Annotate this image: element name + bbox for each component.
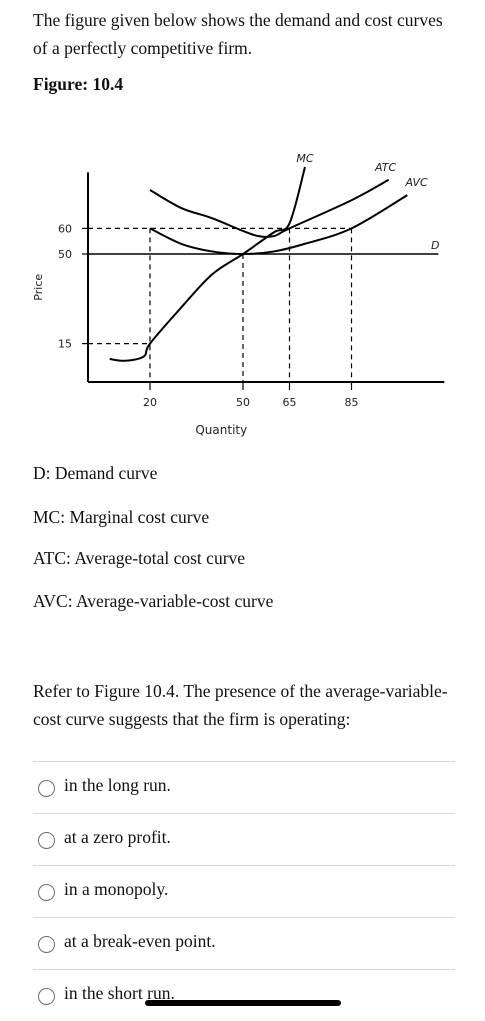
- y-tick-label: 60: [58, 222, 72, 235]
- home-indicator: [145, 1000, 341, 1006]
- x-tick-label: 20: [143, 396, 157, 409]
- option-label: in the short run.: [64, 983, 175, 1003]
- series-label-avc: AVC: [405, 176, 429, 189]
- radio-circle-icon[interactable]: [38, 884, 55, 901]
- option-label: at a break-even point.: [64, 931, 216, 951]
- curve-avc: [149, 194, 408, 256]
- chart-axes: 15 50 60 20 50 65 85: [58, 172, 445, 409]
- x-axis-title: Quantity: [195, 423, 247, 437]
- y-axis-title: Price: [32, 274, 45, 301]
- series-label-atc: ATC: [374, 161, 396, 174]
- reference-lines: [88, 227, 353, 382]
- option-label: in a monopoly.: [64, 879, 169, 899]
- curve-atc: [149, 178, 390, 238]
- radio-circle-icon[interactable]: [38, 936, 55, 953]
- chart-labels: MC ATC AVC D Quantity Price: [32, 152, 439, 437]
- answer-options: in the long run. at a zero profit. in a …: [33, 761, 455, 1021]
- legend-mc: MC: Marginal cost curve: [33, 507, 210, 527]
- legend-demand: D: Demand curve: [33, 463, 158, 483]
- option-monopoly[interactable]: in a monopoly.: [33, 865, 455, 917]
- option-break-even[interactable]: at a break-even point.: [33, 917, 455, 969]
- option-zero-profit[interactable]: at a zero profit.: [33, 813, 455, 865]
- chart-curves: [88, 166, 439, 362]
- x-tick-label: 85: [345, 396, 359, 409]
- series-label-d: D: [431, 239, 439, 252]
- intro-text: The figure given below shows the demand …: [33, 10, 443, 58]
- option-long-run[interactable]: in the long run.: [33, 761, 455, 813]
- radio-circle-icon[interactable]: [38, 780, 55, 797]
- y-tick-label: 50: [58, 248, 72, 261]
- figure-title: Figure: 10.4: [33, 74, 124, 94]
- cost-curves-chart: 15 50 60 20 50 65 85 MC ATC AVC D Quantity Price: [32, 152, 445, 437]
- series-label-mc: MC: [296, 152, 313, 165]
- option-label: at a zero profit.: [64, 827, 171, 847]
- radio-circle-icon[interactable]: [38, 988, 55, 1005]
- radio-circle-icon[interactable]: [38, 832, 55, 849]
- question-text: Refer to Figure 10.4. The presence of th…: [33, 681, 448, 729]
- y-tick-label: 15: [58, 338, 72, 351]
- option-label: in the long run.: [64, 775, 171, 795]
- legend-atc: ATC: Average-total cost curve: [33, 548, 246, 568]
- curve-mc: [109, 166, 306, 362]
- option-short-run[interactable]: in the short run.: [33, 969, 455, 1021]
- x-tick-label: 65: [283, 396, 297, 409]
- legend-avc: AVC: Average-variable-cost curve: [33, 591, 274, 611]
- x-tick-label: 50: [236, 396, 250, 409]
